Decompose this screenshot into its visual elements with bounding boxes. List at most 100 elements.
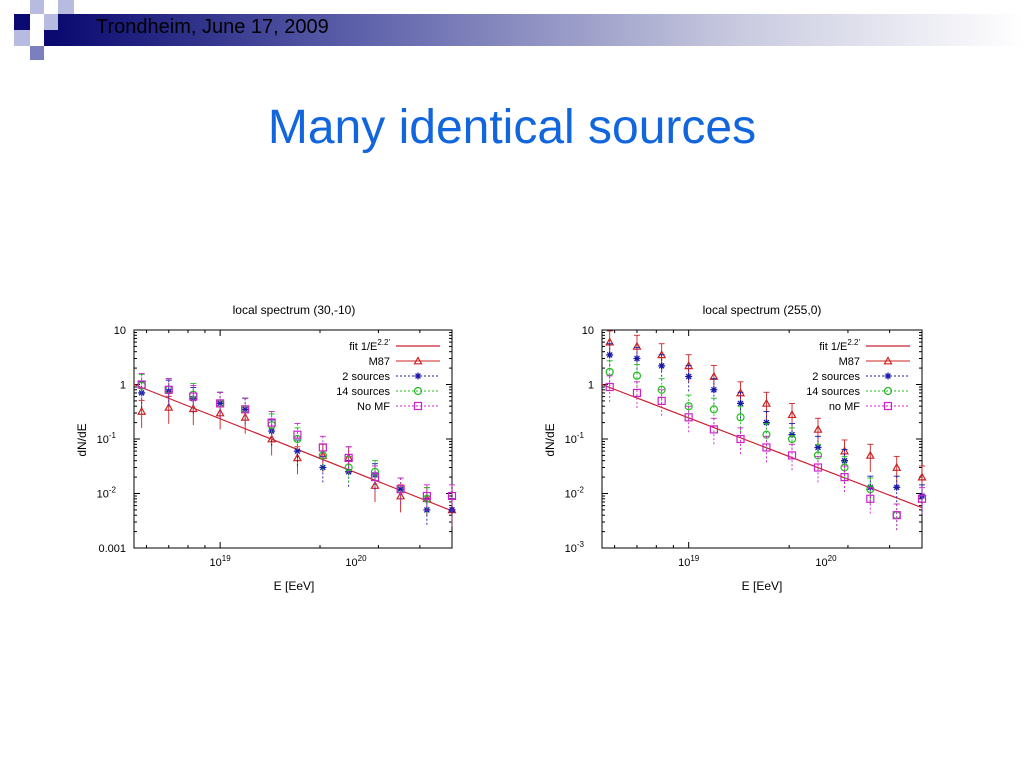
- data-point: [138, 389, 146, 397]
- data-point: [814, 443, 822, 451]
- data-point: [241, 405, 249, 413]
- data-point: [371, 471, 379, 479]
- data-point: [267, 420, 276, 430]
- data-point: [422, 494, 431, 503]
- fit-line: [133, 383, 453, 512]
- data-point: [866, 494, 875, 503]
- data-point: [344, 453, 354, 462]
- legend-label: fit 1/E2.2': [819, 338, 860, 353]
- logo-square-2: [30, 0, 44, 14]
- data-point: [918, 492, 926, 500]
- legend-label: 2 sources: [342, 371, 390, 383]
- y-tick-label: 10-2: [565, 486, 585, 501]
- data-point: [841, 457, 849, 465]
- header-date: Trondheim, June 17, 2009: [96, 16, 329, 38]
- data-point: [606, 351, 614, 359]
- legend-label: no MF: [829, 401, 860, 413]
- y-tick-label: 1: [588, 380, 594, 392]
- data-point: [189, 392, 198, 401]
- data-point: [658, 362, 666, 370]
- data-point: [241, 405, 250, 414]
- legend-label: M87: [369, 356, 390, 368]
- data-point: [685, 373, 693, 381]
- x-tick-label: 1020: [345, 554, 367, 569]
- data-point: [447, 505, 457, 514]
- data-point: [189, 390, 198, 399]
- data-point: [267, 434, 277, 443]
- data-point: [684, 402, 693, 411]
- x-tick-label: 1019: [678, 554, 700, 569]
- slide-title: Many identical sources: [267, 101, 757, 154]
- logo-square-6: [58, 0, 74, 14]
- data-point: [397, 485, 405, 493]
- data-point: [188, 403, 198, 413]
- legend-label: M87: [839, 356, 860, 368]
- data-point: [892, 511, 901, 520]
- legend-marker: [413, 401, 423, 411]
- data-point: [787, 434, 797, 444]
- data-point: [840, 463, 849, 472]
- plot-frame: [133, 329, 453, 549]
- data-point: [344, 463, 353, 472]
- data-point: [684, 361, 694, 370]
- data-point: [762, 419, 770, 427]
- data-point: [215, 408, 225, 417]
- legend-marker: [884, 372, 892, 380]
- data-point: [293, 430, 302, 439]
- legend-marker: [413, 386, 423, 396]
- y-tick-label: 10: [114, 325, 126, 337]
- data-point: [762, 430, 771, 439]
- data-point: [447, 491, 457, 501]
- x-tick-label: 1020: [815, 554, 837, 569]
- data-point: [736, 434, 745, 444]
- data-point: [345, 468, 353, 476]
- data-point: [813, 451, 823, 460]
- data-point: [787, 409, 797, 419]
- data-point: [396, 485, 405, 494]
- data-point: [189, 395, 197, 403]
- data-point: [318, 443, 327, 452]
- data-point: [370, 472, 380, 482]
- data-point: [292, 453, 302, 462]
- y-tick-label: 1: [120, 380, 126, 392]
- legend-marker: [883, 401, 893, 411]
- legend-label: 14 sources: [806, 386, 860, 398]
- data-point: [396, 491, 406, 500]
- logo-square-4: [14, 30, 30, 46]
- y-tick-label: 10-1: [97, 431, 117, 446]
- data-point: [137, 406, 147, 415]
- data-point: [370, 467, 380, 476]
- data-point: [684, 413, 693, 422]
- data-point: [318, 450, 328, 459]
- fit-line: [601, 383, 923, 509]
- legend-marker: [414, 372, 422, 380]
- data-point: [293, 434, 302, 444]
- data-point: [632, 371, 642, 380]
- data-point: [164, 385, 173, 394]
- data-point: [422, 491, 431, 501]
- x-axis-label: E [EeV]: [274, 579, 315, 593]
- legend-label: 2 sources: [812, 371, 860, 383]
- data-point: [216, 399, 225, 408]
- header-banner: [58, 14, 1024, 46]
- y-tick-label: 10: [582, 325, 594, 337]
- legend-label: No MF: [357, 401, 390, 413]
- data-point: [396, 485, 405, 494]
- data-point: [787, 451, 797, 460]
- data-point: [268, 427, 276, 435]
- logo-square-5: [30, 46, 44, 60]
- data-point: [788, 431, 796, 439]
- data-point: [657, 396, 666, 406]
- logo-square-1: [14, 14, 30, 30]
- data-point: [892, 462, 902, 471]
- plot-frame: [601, 329, 923, 549]
- data-point: [736, 413, 745, 422]
- data-point: [761, 398, 771, 407]
- data-point: [917, 494, 927, 503]
- series-2: [137, 374, 431, 516]
- legend-label: 14 sources: [336, 386, 390, 398]
- data-point: [137, 381, 146, 390]
- data-point: [840, 446, 850, 455]
- data-point: [422, 494, 432, 503]
- data-point: [605, 382, 614, 392]
